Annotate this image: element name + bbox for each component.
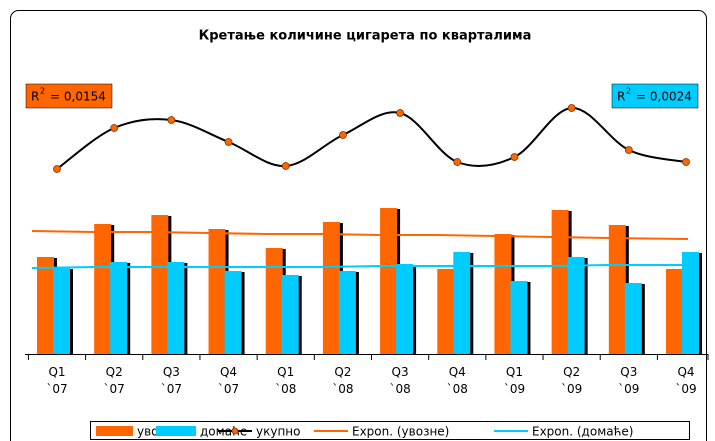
- line-marker: [624, 146, 633, 154]
- line-marker: [281, 162, 290, 170]
- x-tick-label: Q2 `07: [104, 365, 125, 396]
- bar: [167, 262, 185, 354]
- bar: [281, 275, 299, 354]
- annotation-base: R: [617, 90, 625, 104]
- x-tick-label: Q3 `07: [161, 365, 182, 396]
- bar: [608, 225, 626, 354]
- x-tick-label: Q1 `07: [46, 365, 67, 396]
- bar: [453, 252, 471, 354]
- bar: [322, 222, 340, 354]
- bar: [510, 281, 528, 354]
- bar: [494, 234, 512, 354]
- x-tick-label: Q4 `08: [447, 365, 468, 396]
- legend-marker: [231, 427, 239, 435]
- annotation-sup: 2: [626, 87, 631, 96]
- x-tick-label: Q2 `08: [332, 365, 353, 396]
- trend-line: [31, 264, 688, 269]
- bar: [265, 248, 283, 354]
- x-tick-label: Q4 `09: [675, 365, 696, 396]
- chart-title: Кретање количине цигарета по кварталима: [199, 29, 532, 44]
- bar: [380, 208, 398, 354]
- legend-label: Expon. (домаће): [532, 425, 634, 439]
- bar: [666, 269, 683, 354]
- legend-label: укупно: [256, 425, 300, 439]
- line-marker: [53, 165, 61, 173]
- annotation-base: R: [31, 90, 39, 104]
- bar: [437, 269, 455, 354]
- x-tick-label: Q1 `08: [275, 365, 296, 396]
- bar: [338, 271, 356, 354]
- annotation-text: = 0,0024: [636, 90, 692, 104]
- bar: [682, 252, 699, 354]
- legend-box: [90, 421, 690, 440]
- annotation-text: = 0,0154: [50, 90, 106, 104]
- legend-swatch: [96, 426, 133, 436]
- line-marker: [224, 138, 233, 146]
- legend-swatch: [156, 426, 196, 436]
- legend-label: Expon. (увозне): [352, 425, 449, 439]
- bar: [567, 257, 585, 354]
- bar: [224, 271, 242, 354]
- trend-line: [31, 230, 689, 240]
- annotation-box: [611, 83, 699, 109]
- line-marker: [567, 104, 576, 112]
- annotation-box: [25, 83, 113, 109]
- bar: [551, 210, 569, 354]
- line-marker: [167, 116, 176, 124]
- bar: [94, 224, 112, 354]
- bar: [208, 229, 226, 354]
- x-tick-label: Q3 `09: [618, 365, 639, 396]
- line-marker: [682, 158, 690, 166]
- x-tick-label: Q1 `09: [504, 365, 525, 396]
- x-tick-label: Q3 `08: [389, 365, 410, 396]
- line-marker: [396, 109, 404, 117]
- x-tick-label: Q2 `09: [561, 365, 582, 396]
- annotation-sup: 2: [40, 87, 45, 96]
- bar: [53, 268, 70, 354]
- bar: [396, 264, 414, 354]
- line-marker: [510, 153, 519, 161]
- line-marker: [110, 124, 119, 132]
- x-tick-label: Q4 `07: [218, 365, 239, 396]
- bar: [151, 215, 169, 354]
- bar: [624, 283, 642, 354]
- bar: [37, 257, 54, 354]
- bar: [110, 262, 128, 354]
- line-marker: [453, 158, 462, 166]
- line-marker: [339, 131, 347, 139]
